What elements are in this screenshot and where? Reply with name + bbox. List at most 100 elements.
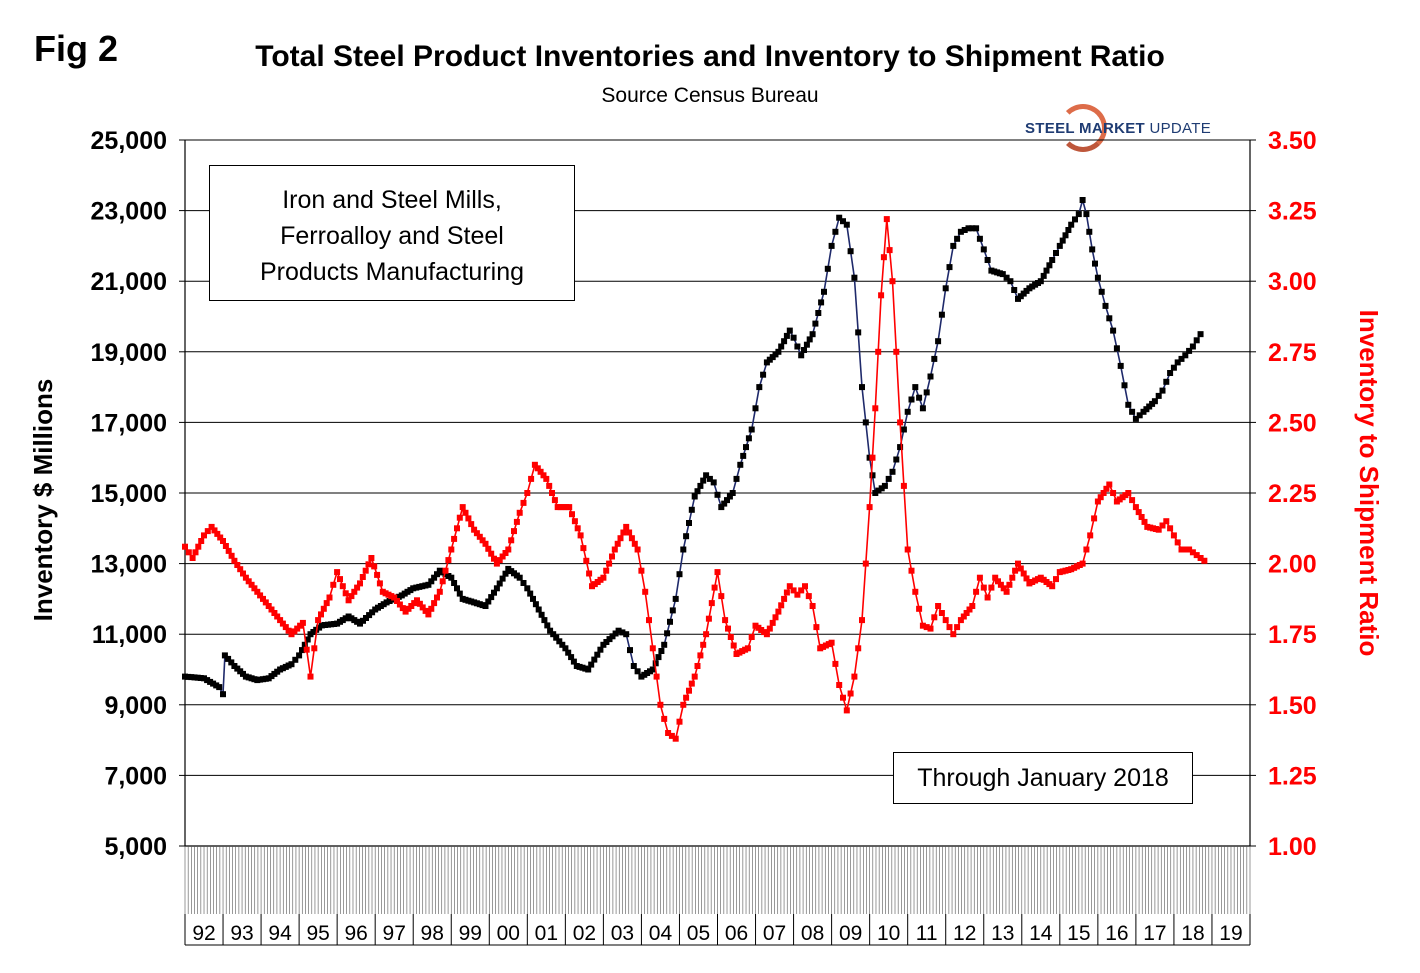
ratio-point: [680, 701, 687, 708]
ratio-point: [976, 574, 983, 581]
inventory-point: [821, 288, 827, 295]
ratio-point: [257, 592, 264, 599]
inventory-point: [916, 394, 923, 401]
inventory-point: [496, 580, 503, 587]
ratio-point: [960, 613, 967, 620]
ratio-point: [997, 581, 1004, 588]
ratio-point: [963, 610, 970, 616]
ratio-point: [577, 532, 584, 539]
inventory-point: [456, 590, 463, 597]
ratio-point: [683, 694, 690, 701]
ratio-point: [1023, 575, 1030, 582]
ratio-point: [744, 645, 751, 652]
right-tick-label: 3.00: [1268, 268, 1317, 296]
inventory-point: [547, 627, 554, 634]
inventory-point: [714, 491, 721, 498]
inventory-point: [191, 674, 198, 681]
inventory-point: [686, 520, 692, 526]
inventory-point: [1094, 274, 1101, 281]
ratio-point: [984, 594, 991, 601]
inventory-point: [491, 589, 497, 596]
inventory-point: [912, 384, 919, 391]
inventory-point: [532, 601, 539, 608]
inventory-point: [454, 585, 460, 592]
inventory-point: [818, 299, 825, 306]
inventory-point: [1053, 250, 1059, 256]
ratio-point: [534, 465, 541, 472]
ratio-point: [866, 504, 873, 511]
inventory-point: [1056, 242, 1063, 249]
inventory-point: [188, 674, 195, 681]
inventory-point: [878, 485, 885, 492]
ratio-point: [222, 543, 229, 549]
ratio-point: [653, 673, 660, 680]
inventory-point: [1197, 331, 1204, 338]
inventory-point: [194, 674, 201, 681]
inventory-point: [559, 641, 566, 648]
inventory-point: [938, 311, 945, 318]
inventory-point: [855, 329, 862, 336]
inventory-point: [210, 680, 217, 687]
ratio-point: [781, 595, 788, 602]
ratio-point: [908, 567, 915, 574]
ratio-point: [766, 625, 773, 632]
ratio-point: [551, 497, 558, 504]
ratio-point: [225, 547, 232, 554]
ratio-point: [491, 555, 497, 562]
right-tick-label: 1.25: [1268, 762, 1317, 790]
ratio-point: [1197, 555, 1204, 561]
ratio-point: [228, 552, 235, 559]
inventory-point: [544, 622, 551, 629]
ratio-point: [775, 608, 782, 615]
inventory-point: [862, 419, 869, 426]
ratio-point: [609, 553, 615, 560]
inventory-point: [812, 320, 819, 327]
ratio-point: [1079, 560, 1086, 567]
inventory-point: [585, 666, 592, 673]
ratio-point: [531, 461, 538, 468]
x-tick-label: 94: [268, 922, 292, 945]
ratio-point: [665, 730, 672, 736]
ratio-point: [374, 571, 381, 578]
inventory-point: [623, 631, 630, 638]
brand-logo: STEEL MARKET UPDATE: [1025, 104, 1235, 154]
x-tick-label: 17: [1143, 922, 1166, 945]
ratio-point: [365, 561, 372, 568]
ratio-point: [916, 605, 923, 612]
inventory-point: [493, 585, 500, 592]
inventory-point: [760, 371, 767, 378]
x-tick-label: 05: [687, 922, 710, 945]
inventory-point: [775, 348, 782, 355]
series-description-line: Products Manufacturing: [259, 258, 525, 286]
ratio-point: [454, 525, 460, 532]
left-tick-label: 25,000: [91, 127, 167, 155]
ratio-point: [794, 591, 801, 598]
ratio-point: [271, 610, 278, 616]
ratio-point: [485, 545, 492, 552]
ratio-point: [214, 530, 221, 537]
inventory-point: [1083, 211, 1090, 218]
inventory-point: [1106, 315, 1113, 322]
ratio-point: [628, 535, 635, 542]
ratio-point: [234, 562, 241, 568]
ratio-point: [872, 405, 879, 412]
ratio-point: [201, 532, 207, 539]
inventory-point: [488, 594, 495, 601]
inventory-point: [752, 405, 759, 412]
ratio-point: [661, 715, 668, 722]
ratio-point: [603, 567, 610, 574]
inventory-point: [301, 641, 308, 648]
x-axis: 92 93 94 95 96 97 98 99 00 01 02 03 04 05 06 07 08 09 10 11…: [184, 845, 1251, 946]
right-tick-label: 1.50: [1268, 692, 1317, 720]
ratio-point: [376, 580, 383, 587]
ratio-point: [520, 499, 527, 506]
x-tick-label: 11: [916, 922, 938, 945]
ratio-point: [763, 631, 770, 638]
inventory-point: [588, 661, 595, 668]
inventory-point: [1059, 237, 1066, 244]
ratio-point: [1049, 583, 1056, 590]
inventory-point: [419, 583, 426, 590]
inventory-point: [664, 630, 671, 637]
inventory-point: [220, 691, 226, 698]
x-tick-label: 97: [383, 922, 406, 945]
